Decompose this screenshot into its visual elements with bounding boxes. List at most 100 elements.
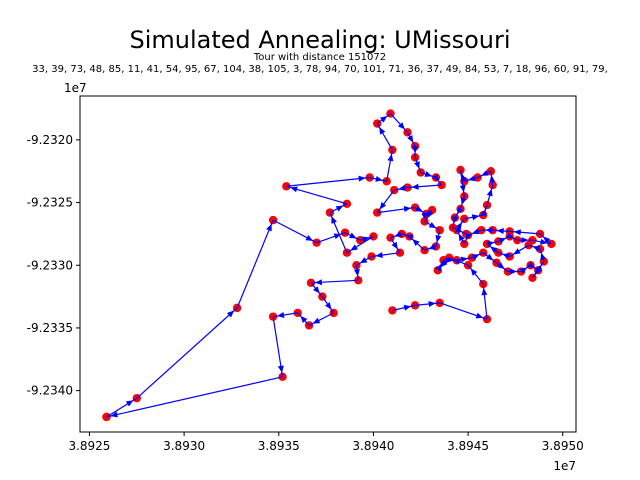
tour-edge-arrowhead bbox=[521, 237, 529, 244]
tour-edge-arrowhead bbox=[428, 300, 436, 307]
tour-edge-arrowhead bbox=[471, 214, 480, 221]
tour-edge-arrowhead bbox=[415, 205, 423, 212]
tour-edge-arrowhead bbox=[540, 252, 547, 261]
tour-edge-arrowhead bbox=[394, 231, 402, 238]
tour-edge-arrowhead bbox=[305, 234, 314, 241]
city-point bbox=[386, 233, 395, 242]
tour-edge-arrowhead bbox=[313, 286, 320, 294]
tour-edge-arrowhead bbox=[312, 317, 321, 324]
tour-edge-arrowhead bbox=[435, 235, 442, 243]
tour-edge-arrowhead bbox=[496, 227, 504, 234]
y-tick-label: -9.2325 bbox=[27, 196, 73, 210]
y-tick-label: -9.2340 bbox=[27, 384, 73, 398]
tour-edge-arrowhead bbox=[353, 269, 360, 277]
tour-edge-arrowhead bbox=[432, 174, 440, 182]
city-point bbox=[352, 261, 361, 270]
tour-edge-arrowhead bbox=[440, 260, 448, 268]
x-tick-label: 3.8935 bbox=[258, 439, 300, 453]
tour-edge-arrowhead bbox=[513, 229, 521, 236]
axes-frame bbox=[79, 95, 577, 433]
tour-edge-arrowhead bbox=[226, 310, 235, 318]
axis-ticks: 3.8925 3.8930 3.8935 3.8940 3.8945 3.8950 -9.2… bbox=[27, 133, 584, 453]
tour-edge-arrowhead bbox=[506, 232, 514, 239]
tour-edge-arrowhead bbox=[397, 122, 405, 130]
tour-edge-arrowhead bbox=[348, 232, 357, 239]
tour-edge-arrowhead bbox=[435, 263, 442, 272]
y-tick-label: -9.2335 bbox=[27, 321, 73, 335]
tour-edge-arrowhead bbox=[460, 256, 468, 263]
tour-edge-arrowhead bbox=[502, 253, 510, 260]
y-tick-label: -9.2320 bbox=[27, 133, 73, 147]
tour-edge-arrowhead bbox=[475, 312, 484, 319]
y-tick-label: -9.2330 bbox=[27, 258, 73, 272]
tour-edge-arrowhead bbox=[375, 252, 383, 259]
tour-edge-arrowhead bbox=[405, 234, 414, 241]
tour-edge-arrowhead bbox=[457, 206, 464, 215]
tour-edge-arrowhead bbox=[379, 202, 387, 210]
tour-edge-arrowhead bbox=[510, 268, 518, 275]
tour-edge-arrowhead bbox=[486, 240, 495, 247]
tour-edge-arrowhead bbox=[486, 188, 493, 197]
tour-edge-arrowhead bbox=[403, 304, 412, 311]
tour-edge-arrowhead bbox=[452, 216, 458, 224]
tour-edge-arrowhead bbox=[412, 239, 420, 247]
tour-edge-arrowhead bbox=[481, 288, 488, 296]
tour-edge-arrowhead bbox=[387, 153, 394, 162]
x-tick-label: 3.8925 bbox=[68, 439, 110, 453]
tour-sequence-label: 33, 39, 73, 48, 85, 11, 41, 54, 95, 67, … bbox=[32, 64, 608, 75]
tour-edge-arrowhead bbox=[455, 222, 463, 230]
tour-edge-arrowhead bbox=[527, 261, 535, 269]
tour-edge-arrowhead bbox=[543, 236, 551, 244]
tour-edge-arrowhead bbox=[125, 400, 134, 407]
x-tick-label: 3.8950 bbox=[542, 439, 584, 453]
tour-edge-arrowhead bbox=[540, 238, 548, 245]
tour-edge-arrowhead bbox=[481, 170, 489, 176]
tour-edge-arrowhead bbox=[391, 241, 398, 250]
tour-edge-arrowhead bbox=[480, 208, 486, 217]
tour-edge-arrowhead bbox=[414, 161, 420, 169]
tour-edge-segment bbox=[392, 304, 416, 311]
tour-edge-arrowhead bbox=[379, 115, 388, 123]
x-tick-label: 3.8930 bbox=[163, 439, 205, 453]
y-offset-label: 1e7 bbox=[64, 81, 87, 95]
tour-edge-arrowhead bbox=[290, 186, 298, 193]
tour-edge-arrowhead bbox=[110, 411, 118, 418]
tour-edge-arrowhead bbox=[490, 246, 498, 254]
tour-edge-arrowhead bbox=[359, 257, 368, 264]
tour-edge-arrowhead bbox=[362, 236, 370, 243]
plot-area bbox=[102, 109, 556, 422]
tour-edge-arrowhead bbox=[426, 210, 434, 219]
tour-edge-arrowhead bbox=[471, 254, 480, 260]
tour-edge-arrowhead bbox=[324, 302, 332, 310]
tour-edge-arrowhead bbox=[459, 184, 466, 193]
tour-edge-arrowhead bbox=[398, 185, 406, 191]
tour-edge-segment bbox=[286, 176, 370, 187]
x-offset-label: 1e7 bbox=[553, 459, 576, 473]
tour-edge-arrowhead bbox=[461, 173, 467, 182]
tour-edge-segment bbox=[509, 244, 529, 257]
tour-edge-arrowhead bbox=[331, 216, 337, 224]
x-tick-label: 3.8945 bbox=[447, 439, 489, 453]
tour-edge-arrowhead bbox=[428, 243, 436, 250]
tour-edge-arrowhead bbox=[375, 175, 383, 182]
tour-edge-arrowhead bbox=[485, 253, 494, 261]
tour-edge-arrowhead bbox=[335, 205, 344, 212]
tour-edge-arrowhead bbox=[465, 232, 472, 241]
tour-edge-arrowhead bbox=[454, 226, 463, 233]
tour-edge-arrowhead bbox=[535, 264, 542, 273]
tour-edge-arrowhead bbox=[485, 227, 493, 234]
tour-edge-arrowhead bbox=[424, 171, 433, 177]
tour-edge-arrowhead bbox=[519, 267, 528, 274]
tour-edge-segment bbox=[236, 219, 274, 309]
tour-edge-arrowhead bbox=[428, 222, 437, 229]
tour-edge-arrowhead bbox=[407, 135, 414, 143]
tour-edge-arrowhead bbox=[314, 279, 323, 286]
tour-edge-segment bbox=[106, 376, 283, 418]
tour-edge-arrowhead bbox=[458, 233, 465, 242]
tour-edge-arrowhead bbox=[489, 175, 496, 183]
tour-edge-segment bbox=[136, 307, 238, 399]
tour-edge-arrowhead bbox=[471, 228, 480, 235]
city-point bbox=[456, 165, 465, 175]
tour-edge-arrowhead bbox=[497, 262, 505, 270]
